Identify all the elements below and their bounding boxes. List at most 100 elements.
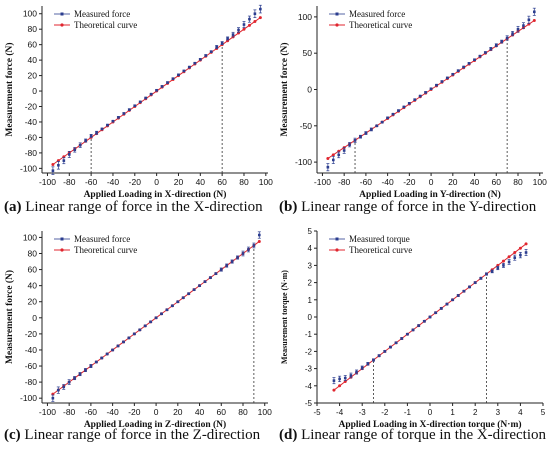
measured-point (428, 315, 432, 319)
x-tick-label: -100 (39, 177, 56, 187)
legend-theory-swatch (60, 248, 64, 252)
caption-d: (d) Linear range of torque in the X-dire… (279, 427, 546, 444)
legend-measured-label: Measured torque (349, 234, 410, 244)
measured-point (51, 396, 55, 400)
x-tick-label: 20 (448, 177, 458, 187)
measured-point (122, 112, 126, 115)
measured-point (57, 163, 60, 167)
measured-point (253, 12, 257, 16)
measured-point (413, 98, 417, 101)
measured-point (160, 85, 164, 88)
y-tick-label: -20 (25, 329, 38, 339)
theoretical-point (532, 19, 536, 23)
measured-point (111, 348, 114, 352)
measured-point (143, 324, 147, 328)
x-tick-label: 40 (196, 177, 206, 187)
measured-point (355, 370, 358, 374)
measured-point (155, 88, 158, 92)
measured-point (527, 18, 531, 22)
x-tick-label: 100 (258, 407, 272, 417)
measured-point (364, 131, 368, 135)
measured-point (165, 308, 169, 312)
theoretical-point (247, 23, 251, 27)
x-axis-title: Applied Loading in X-direction torque (N… (338, 419, 521, 430)
measured-point (106, 123, 109, 127)
legend-theory-swatch (335, 248, 339, 252)
measured-point (440, 80, 444, 83)
theoretical-point (51, 162, 55, 166)
measured-point (485, 272, 488, 276)
measured-point (372, 358, 375, 362)
y-tick-label: 100 (23, 232, 37, 242)
y-tick-label: -5 (305, 399, 313, 408)
caption-b: (b) Linear range of force in the Y-direc… (279, 199, 536, 216)
measured-point (231, 33, 235, 36)
legend-theory-swatch (335, 23, 339, 27)
measured-point (252, 244, 256, 247)
measured-point (375, 124, 379, 128)
x-tick-label: 0 (428, 408, 433, 417)
measured-point (423, 320, 426, 323)
y-axis-title: Measurement force (N) (279, 42, 290, 136)
theoretical-point (331, 153, 335, 157)
measured-point (533, 10, 536, 14)
legend-measured-label: Measured force (74, 234, 130, 244)
measured-point (502, 264, 505, 267)
y-tick-label: -3 (305, 365, 313, 374)
measured-point (516, 27, 520, 31)
measured-point (462, 65, 465, 69)
measured-point (337, 153, 341, 157)
x-tick-label: 20 (173, 407, 183, 417)
measured-point (519, 253, 522, 257)
x-tick-label: -4 (336, 408, 344, 417)
y-tick-label: 40 (28, 55, 38, 65)
measured-point (338, 377, 341, 381)
x-tick-label: 80 (513, 177, 523, 187)
measured-point (171, 304, 174, 308)
legend-theory-label: Theoretical curve (349, 245, 412, 255)
x-tick-label: -20 (129, 177, 142, 187)
x-tick-label: -60 (85, 177, 98, 187)
x-axis-title: Applied Loading in Y-direction (N) (359, 189, 501, 200)
theoretical-point (518, 246, 522, 250)
caption-d-text: Linear range of torque in the X-directio… (301, 427, 546, 443)
measured-point (160, 312, 163, 316)
measured-point (237, 28, 240, 32)
measured-point (122, 340, 125, 344)
measured-point (247, 248, 250, 251)
x-tick-label: 4 (518, 408, 523, 417)
theoretical-point (507, 255, 511, 259)
measured-point (220, 41, 224, 45)
measured-point (332, 379, 336, 382)
y-tick-label: 3 (308, 261, 313, 270)
measured-point (56, 388, 60, 392)
y-tick-label: 80 (28, 249, 38, 259)
x-tick-label: 80 (238, 407, 248, 417)
legend-measured-swatch (335, 12, 339, 16)
measured-point (149, 320, 152, 324)
x-tick-label: -100 (314, 177, 331, 187)
x-tick-label: -80 (338, 177, 351, 187)
measured-point (78, 143, 82, 147)
measured-point (377, 354, 381, 357)
y-tick-label: -80 (25, 377, 38, 387)
y-tick-label: 20 (28, 297, 38, 307)
legend-theory-label: Theoretical curve (349, 20, 412, 30)
measured-point (446, 76, 449, 80)
x-tick-label: 40 (470, 177, 480, 187)
y-tick-label: -100 (20, 163, 37, 173)
y-tick-label: -50 (300, 121, 313, 131)
y-tick-label: 4 (308, 244, 313, 253)
measured-point (51, 169, 55, 172)
x-tick-label: -20 (403, 177, 416, 187)
measured-point (353, 139, 357, 142)
measured-point (456, 294, 460, 297)
measured-point (226, 37, 229, 40)
measured-point (176, 300, 180, 304)
measured-point (89, 364, 93, 368)
measured-point (468, 285, 471, 289)
caption-a-label: (a) (4, 199, 22, 215)
x-tick-label: 1 (450, 408, 455, 417)
measured-point (386, 116, 389, 120)
measured-point (149, 92, 153, 96)
